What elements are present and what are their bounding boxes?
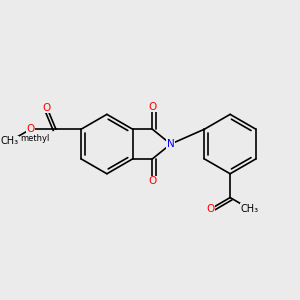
Text: O: O: [207, 204, 215, 214]
Text: O: O: [148, 102, 157, 112]
Text: CH₃: CH₃: [1, 136, 19, 146]
Text: methyl: methyl: [20, 134, 50, 142]
Text: O: O: [148, 176, 157, 186]
Text: O: O: [26, 124, 35, 134]
Text: O: O: [43, 103, 51, 113]
Text: CH₃: CH₃: [240, 204, 259, 214]
Text: N: N: [167, 139, 175, 149]
